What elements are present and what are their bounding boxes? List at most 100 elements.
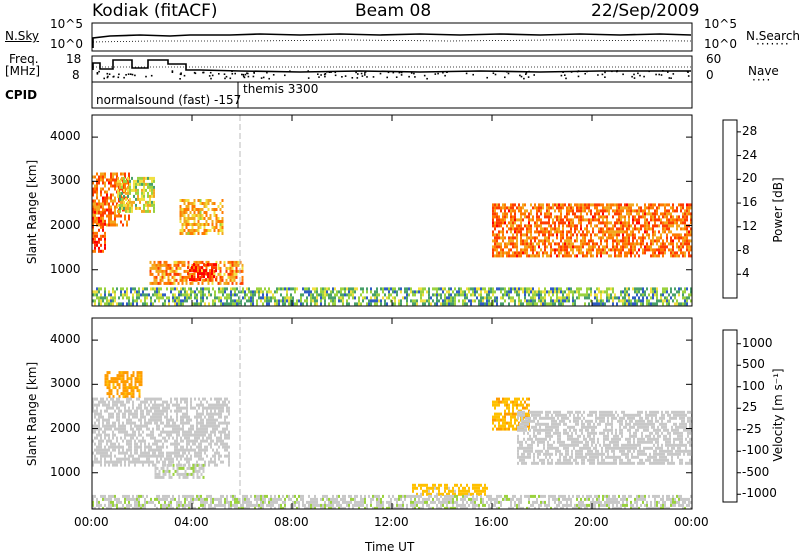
heatmap-cell-1-3: [466, 489, 468, 493]
heatmap-cell-1-1: [202, 418, 204, 422]
heatmap-cell-1-2: [156, 472, 159, 476]
heatmap-cell-0-6: [578, 230, 580, 234]
heatmap-cell-0-6: [590, 236, 592, 240]
heatmap-cell-0-7: [250, 290, 252, 294]
heatmap-cell-0-6: [494, 248, 496, 252]
heatmap-cell-0-7: [100, 287, 102, 291]
heatmap-cell-0-6: [610, 233, 612, 237]
heatmap-cell-1-1: [208, 403, 210, 407]
heatmap-cell-0-7: [178, 290, 180, 294]
heatmap-cell-0-5: [201, 266, 203, 270]
heatmap-cell-0-7: [128, 302, 130, 306]
heatmap-cell-1-1: [186, 412, 188, 416]
heatmap-cell-0-0: [110, 199, 112, 203]
heatmap-cell-1-1: [130, 421, 132, 425]
heatmap-cell-0-7: [100, 293, 102, 297]
heatmap-cell-1-1: [200, 454, 202, 458]
heatmap-cell-0-6: [562, 227, 564, 231]
heatmap-cell-1-1: [170, 400, 172, 404]
heatmap-cell-0-6: [572, 221, 574, 225]
heatmap-cell-1-1: [212, 460, 214, 464]
heatmap-cell-0-6: [584, 203, 586, 207]
heatmap-cell-0-7: [634, 296, 636, 300]
heatmap-cell-0-0: [112, 223, 114, 227]
heatmap-cell-0-3: [205, 220, 208, 223]
heatmap-cell-0-6: [622, 236, 624, 240]
heatmap-cell-0-7: [668, 299, 670, 303]
heatmap-cell-0-2: [147, 203, 149, 207]
heatmap-cell-0-4: [169, 263, 172, 267]
heatmap-cell-0-7: [138, 287, 140, 291]
heatmap-cell-1-1: [216, 403, 218, 407]
heatmap-cell-0-6: [600, 227, 602, 231]
heatmap-cell-0-0: [92, 181, 94, 185]
heatmap-cell-1-1: [198, 436, 200, 440]
heatmap-cell-1-1: [194, 442, 196, 446]
heatmap-cell-0-3: [209, 217, 212, 220]
heatmap-cell-0-1: [100, 243, 102, 247]
heatmap-cell-0-3: [219, 208, 222, 211]
heatmap-cell-0-7: [588, 293, 590, 297]
heatmap-cell-1-3: [454, 492, 456, 496]
heatmap-cell-0-7: [626, 299, 628, 303]
heatmap-cell-1-0: [106, 377, 109, 381]
heatmap-cell-0-6: [506, 251, 508, 255]
heatmap-cell-0-6: [600, 248, 602, 252]
heatmap-cell-1-1: [160, 448, 162, 452]
heatmap-cell-0-6: [596, 218, 598, 222]
heatmap-cell-0-6: [604, 239, 606, 243]
heatmap-cell-0-2: [121, 206, 123, 210]
heatmap-cell-0-6: [626, 245, 628, 249]
heatmap-cell-0-6: [686, 239, 688, 243]
heatmap-cell-0-6: [540, 218, 542, 222]
heatmap-cell-0-7: [534, 293, 536, 297]
heatmap-cell-0-7: [120, 302, 122, 306]
nave-dot: [96, 72, 99, 74]
heatmap-cell-0-1: [98, 228, 100, 232]
nave-dot: [253, 72, 255, 74]
heatmap-cell-1-1: [100, 397, 102, 401]
heatmap-cell-1-1: [114, 424, 116, 428]
heatmap-cell-0-7: [530, 299, 532, 303]
heatmap-cell-0-6: [614, 248, 616, 252]
heatmap-cell-0-7: [356, 287, 358, 291]
heatmap-cell-0-6: [686, 242, 688, 246]
heatmap-cell-1-1: [148, 445, 150, 449]
heatmap-cell-0-6: [690, 239, 692, 243]
heatmap-cell-0-3: [217, 232, 220, 235]
heatmap-cell-0-1: [100, 216, 102, 220]
heatmap-cell-0-6: [642, 242, 644, 246]
heatmap-cell-1-1: [168, 454, 170, 458]
heatmap-cell-0-6: [588, 248, 590, 252]
heatmap-cell-0-1: [92, 231, 94, 235]
heatmap-cell-1-1: [108, 427, 110, 431]
heatmap-cell-0-7: [104, 302, 106, 306]
heatmap-cell-0-6: [570, 206, 572, 210]
heatmap-cell-0-7: [584, 302, 586, 306]
heatmap-cell-1-1: [112, 445, 114, 449]
heatmap-cell-0-7: [686, 287, 688, 291]
heatmap-cell-0-6: [520, 206, 522, 210]
heatmap-cell-0-2: [137, 197, 139, 201]
heatmap-cell-0-7: [338, 296, 340, 300]
heatmap-cell-1-1: [144, 403, 146, 407]
heatmap-cell-1-1: [166, 433, 168, 437]
heatmap-cell-0-4: [195, 263, 198, 267]
heatmap-cell-1-1: [198, 448, 200, 452]
heatmap-cell-0-5: [199, 272, 201, 276]
heatmap-cell-0-7: [432, 299, 434, 303]
heatmap-cell-1-1: [218, 439, 220, 443]
heatmap-cell-0-4: [235, 272, 238, 276]
heatmap-cell-0-1: [104, 234, 106, 238]
heatmap-cell-1-5: [527, 419, 529, 423]
heatmap-cell-1-1: [180, 454, 182, 458]
heatmap-cell-0-6: [658, 203, 660, 207]
heatmap-cell-0-6: [548, 215, 550, 219]
heatmap-cell-1-1: [140, 412, 142, 416]
heatmap-cell-1-1: [94, 460, 96, 464]
heatmap-cell-1-0: [106, 386, 109, 390]
heatmap-cell-1-3: [458, 486, 460, 490]
heatmap-cell-0-6: [626, 212, 628, 216]
heatmap-cell-0-2: [143, 203, 145, 207]
heatmap-cell-0-7: [486, 290, 488, 294]
